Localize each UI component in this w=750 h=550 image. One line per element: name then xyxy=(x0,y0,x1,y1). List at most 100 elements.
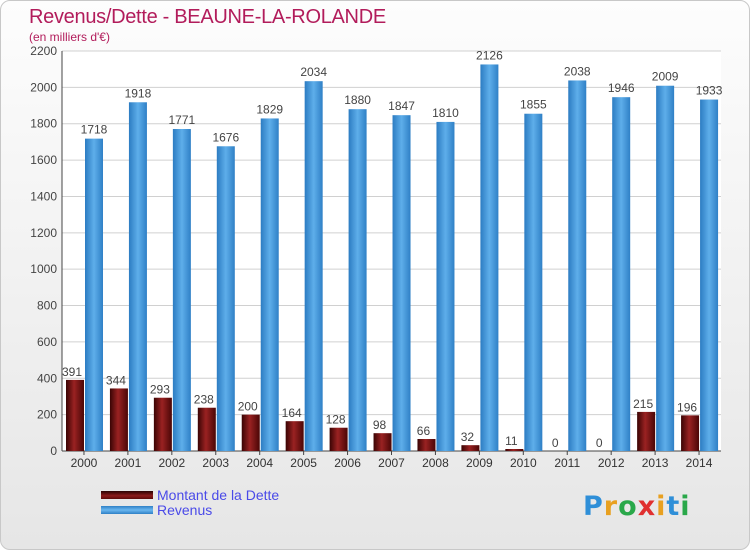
label-revenus-2011: 2038 xyxy=(564,64,591,78)
y-tick-label-1200: 1200 xyxy=(30,226,57,240)
label-dette-2014: 196 xyxy=(677,400,697,414)
label-dette-2009: 32 xyxy=(461,430,475,444)
y-tick-label-1800: 1800 xyxy=(30,117,57,131)
x-tick-label-2011: 2011 xyxy=(554,456,580,470)
bar-revenus-2013 xyxy=(656,85,675,452)
label-dette-2003: 238 xyxy=(194,393,214,407)
label-dette-2004: 200 xyxy=(238,400,258,414)
x-tick-label-2002: 2002 xyxy=(158,456,185,470)
bar-revenus-2009 xyxy=(480,64,499,452)
x-tick-label-2008: 2008 xyxy=(422,456,449,470)
chart-title: Revenus/Dette - BEAUNE-LA-ROLANDE xyxy=(29,6,386,28)
x-tick-label-2005: 2005 xyxy=(290,456,317,470)
label-dette-2001: 344 xyxy=(106,373,126,387)
x-tick-label-2009: 2009 xyxy=(466,456,493,470)
logo-letter: x xyxy=(637,491,657,522)
proxiti-logo: Proxiti xyxy=(583,491,691,522)
bar-revenus-2003 xyxy=(216,146,235,452)
bar-dette-2005 xyxy=(285,421,304,451)
bar-revenus-2011 xyxy=(568,80,587,452)
label-revenus-2003: 1676 xyxy=(212,130,239,144)
label-dette-2010: 11 xyxy=(505,434,518,448)
x-tick-label-2010: 2010 xyxy=(510,456,537,470)
bar-revenus-2007 xyxy=(392,115,411,451)
bar-dette-2010 xyxy=(505,449,524,451)
y-tick-label-600: 600 xyxy=(37,335,57,349)
legend-label-revenus: Revenus xyxy=(157,502,213,518)
x-tick-label-2013: 2013 xyxy=(642,456,669,470)
x-tick-label-2006: 2006 xyxy=(334,456,361,470)
y-tick-label-0: 0 xyxy=(50,444,57,458)
x-tick-label-2014: 2014 xyxy=(686,456,713,470)
bar-revenus-2002 xyxy=(172,129,191,451)
legend-swatch-dette xyxy=(101,491,153,499)
y-tick-label-400: 400 xyxy=(37,371,57,385)
logo-letter: i xyxy=(656,491,667,522)
bar-revenus-2012 xyxy=(612,97,631,451)
y-tick-label-200: 200 xyxy=(37,408,57,422)
bar-revenus-2014 xyxy=(700,99,719,451)
bar-revenus-2004 xyxy=(260,118,279,452)
logo-letter: o xyxy=(618,491,638,522)
bar-revenus-2008 xyxy=(436,121,455,451)
plot-area xyxy=(62,51,721,451)
legend-label-dette: Montant de la Dette xyxy=(157,487,280,503)
x-tick-label-2012: 2012 xyxy=(598,456,625,470)
bar-revenus-2000 xyxy=(85,138,103,452)
bar-dette-2001 xyxy=(109,388,128,451)
label-revenus-2013: 2009 xyxy=(652,70,679,84)
label-dette-2006: 128 xyxy=(326,413,346,427)
label-revenus-2014: 1933 xyxy=(696,84,723,98)
label-revenus-2007: 1847 xyxy=(388,99,415,113)
y-tick-label-1600: 1600 xyxy=(30,153,57,167)
y-tick-label-2000: 2000 xyxy=(30,80,57,94)
x-tick-label-2003: 2003 xyxy=(202,456,229,470)
label-dette-2008: 66 xyxy=(417,424,431,438)
logo-letter: P xyxy=(583,491,604,522)
label-revenus-2009: 2126 xyxy=(476,48,503,62)
label-dette-2013: 215 xyxy=(633,397,653,411)
bar-dette-2006 xyxy=(329,427,348,451)
label-revenus-2002: 1771 xyxy=(169,113,196,127)
bar-revenus-2001 xyxy=(128,102,147,451)
label-revenus-2000: 1718 xyxy=(81,123,108,137)
bar-dette-2009 xyxy=(461,445,480,451)
bar-dette-2003 xyxy=(197,407,216,451)
x-tick-label-2001: 2001 xyxy=(115,456,142,470)
label-dette-2011: 0 xyxy=(552,436,559,450)
label-revenus-2004: 1829 xyxy=(256,102,283,116)
bar-revenus-2006 xyxy=(348,109,367,451)
x-tick-label-2000: 2000 xyxy=(71,456,98,470)
legend-swatch-revenus xyxy=(101,506,153,514)
label-revenus-2005: 2034 xyxy=(300,65,327,79)
label-revenus-2006: 1880 xyxy=(344,93,371,107)
bar-dette-2008 xyxy=(417,439,436,451)
logo-letter: t xyxy=(666,491,681,522)
bar-revenus-2010 xyxy=(524,113,543,452)
label-revenus-2008: 1810 xyxy=(432,106,459,120)
label-revenus-2010: 1855 xyxy=(520,98,547,112)
y-tick-label-800: 800 xyxy=(37,299,57,313)
logo-letter: r xyxy=(603,491,619,522)
y-tick-label-2200: 2200 xyxy=(30,44,57,58)
bar-dette-2013 xyxy=(637,411,656,451)
label-revenus-2001: 1918 xyxy=(125,86,152,100)
x-tick-label-2007: 2007 xyxy=(378,456,405,470)
bar-dette-2000 xyxy=(66,379,84,451)
x-tick-label-2004: 2004 xyxy=(246,456,273,470)
label-dette-2005: 164 xyxy=(282,406,302,420)
bar-dette-2004 xyxy=(241,414,260,451)
label-dette-2002: 293 xyxy=(150,383,170,397)
label-dette-2000: 391 xyxy=(62,365,82,379)
bar-dette-2002 xyxy=(153,397,172,451)
label-dette-2012: 0 xyxy=(596,436,603,450)
logo-letter: i xyxy=(680,491,691,522)
label-dette-2007: 98 xyxy=(373,418,387,432)
bar-dette-2014 xyxy=(681,415,700,451)
bar-revenus-2005 xyxy=(304,81,323,451)
label-revenus-2012: 1946 xyxy=(608,81,635,95)
chart-subtitle: (en milliers d'€) xyxy=(29,30,110,44)
y-tick-label-1400: 1400 xyxy=(30,189,57,203)
